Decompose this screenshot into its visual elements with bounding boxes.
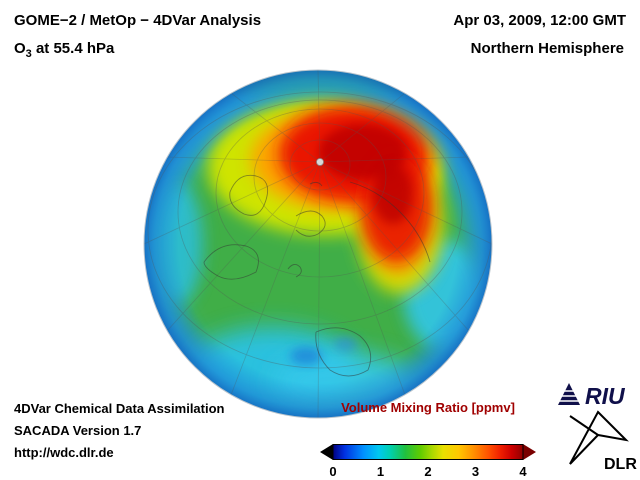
datetime-label: Apr 03, 2009, 12:00 GMT bbox=[453, 12, 626, 29]
colorbar-tick-0: 0 bbox=[329, 464, 337, 479]
riu-logo: RIU bbox=[557, 383, 626, 409]
ozone-field bbox=[144, 70, 492, 418]
dlr-logo: DLR bbox=[569, 410, 637, 472]
colorbar bbox=[320, 444, 536, 460]
colorbar-left-arrow-icon bbox=[320, 444, 333, 460]
pressure-level: at 55.4 hPa bbox=[31, 40, 115, 57]
footer-version-label: SACADA Version 1.7 bbox=[14, 423, 142, 438]
north-pole-marker bbox=[316, 158, 324, 166]
coastlines bbox=[203, 174, 431, 377]
page-title: GOME−2 / MetOp − 4DVar Analysis bbox=[14, 12, 262, 29]
colorbar-tick-4: 4 bbox=[519, 464, 527, 479]
riu-logo-icon bbox=[557, 383, 582, 405]
species-subscript: 3 bbox=[25, 48, 32, 60]
colorbar-tick-1: 1 bbox=[376, 464, 385, 479]
ozone-globe-map bbox=[143, 69, 493, 419]
region-label: Northern Hemisphere bbox=[470, 40, 624, 57]
dlr-logo-icon bbox=[569, 410, 629, 465]
dlr-logo-text: DLR bbox=[604, 456, 637, 472]
graticule-grid bbox=[144, 70, 492, 418]
footer-url-label: http://wdc.dlr.de bbox=[14, 445, 114, 460]
species-symbol: O bbox=[14, 40, 26, 57]
colorbar-title: Volume Mixing Ratio [ppmv] bbox=[341, 400, 515, 415]
colorbar-tick-3: 3 bbox=[471, 464, 480, 479]
colorbar-right-arrow-icon bbox=[523, 444, 536, 460]
riu-logo-text: RIU bbox=[585, 383, 626, 409]
page-subtitle: O3 at 55.4 hPa bbox=[14, 40, 114, 60]
footer-assimilation-label: 4DVar Chemical Data Assimilation bbox=[14, 401, 225, 416]
colorbar-tick-2: 2 bbox=[424, 464, 432, 479]
